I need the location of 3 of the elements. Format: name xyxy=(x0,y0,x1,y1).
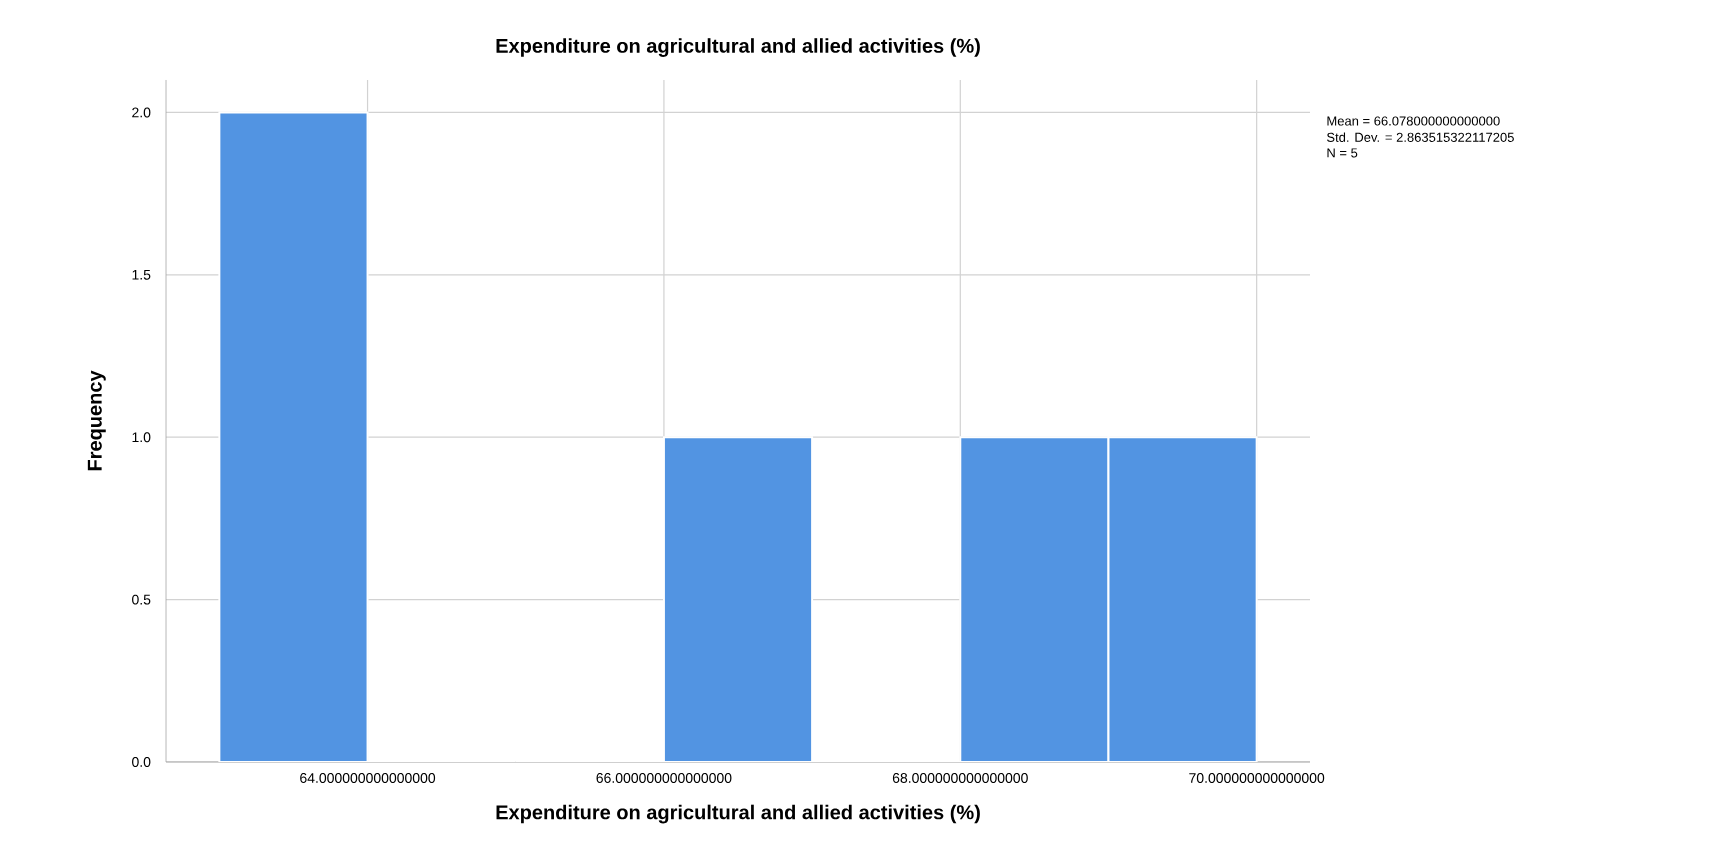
y-axis-title: Frequency xyxy=(87,370,106,471)
x-axis-title: Expenditure on agricultural and allied activities (%) xyxy=(496,804,980,824)
chart-title: Expenditure on agricultural and allied activities (%) xyxy=(496,38,980,57)
